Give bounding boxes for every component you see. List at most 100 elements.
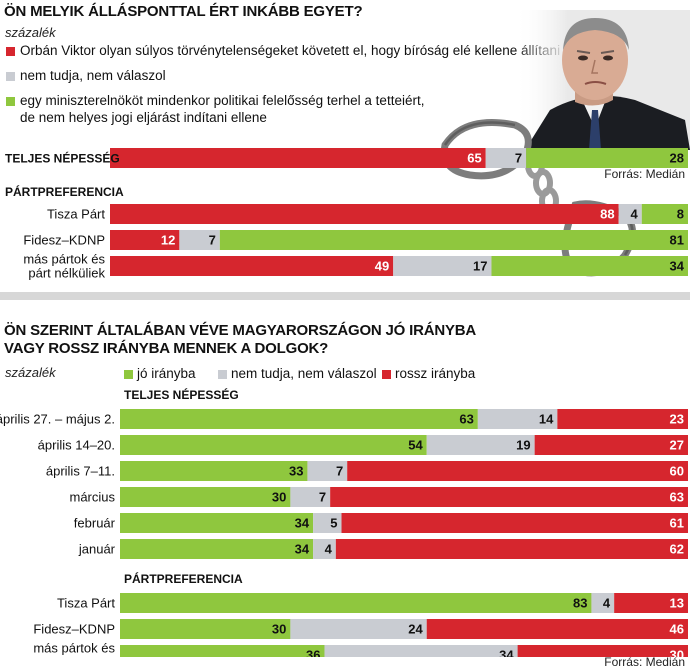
chart2-legend-red: rossz irányba	[395, 366, 476, 381]
bar-segment-red	[110, 256, 394, 276]
bar-value-label: 54	[408, 438, 423, 453]
bar-segment-grey	[313, 513, 342, 533]
bar-value-label: 88	[600, 207, 614, 222]
row-label: párt nélküliek	[38, 655, 115, 658]
bar-segment-grey	[290, 487, 331, 507]
row-label: Fidesz–KDNP	[33, 622, 115, 637]
bar-value-label: 65	[467, 151, 481, 166]
bar-value-label: 8	[677, 207, 684, 222]
row-label: február	[74, 516, 116, 531]
bar-segment-green	[120, 461, 308, 481]
bar-value-label: 33	[289, 464, 303, 479]
bar-value-label: 19	[516, 438, 530, 453]
bar-segment-green	[120, 409, 478, 429]
bar-segment-green	[641, 204, 688, 224]
bar-segment-grey	[393, 256, 492, 276]
bar-value-label: 5	[330, 516, 337, 531]
chart2-title-line2: VAGY ROSSZ IRÁNYBA MENNEK A DOLGOK?	[4, 340, 329, 357]
bar-value-label: 23	[670, 412, 684, 427]
section-header: PÁRTPREFERENCIA	[124, 571, 243, 586]
legend-swatch-green	[6, 97, 15, 106]
section-header: TELJES NÉPESSÉG	[124, 387, 239, 402]
bar-value-label: 30	[272, 622, 286, 637]
bar-value-label: 62	[670, 542, 684, 557]
row-label: április 27. – május 2.	[0, 412, 115, 427]
bar-segment-red	[335, 539, 688, 559]
bar-segment-grey	[324, 645, 518, 657]
bar-segment-green	[120, 593, 592, 613]
legend-swatch-red	[382, 370, 391, 379]
chart1-legend-grey: nem tudja, nem válaszol	[20, 68, 166, 83]
bar-segment-red	[341, 513, 688, 533]
legend-swatch-grey	[218, 370, 227, 379]
bar-value-label: 7	[209, 233, 216, 248]
chart2-source: Forrás: Medián	[604, 655, 685, 669]
bar-segment-green	[120, 487, 291, 507]
bar-segment-grey	[477, 409, 558, 429]
bar-segment-red	[426, 619, 688, 639]
bar-segment-grey	[618, 204, 642, 224]
bar-segment-grey	[179, 230, 220, 250]
chart1-plot: 65 7 28 TELJES NÉPESSÉG PÁRTPREFERENCIA 88 4 8 T…	[5, 148, 688, 281]
bar-segment-green	[120, 539, 314, 559]
bar-value-label: 14	[539, 412, 554, 427]
bar-segment-red	[330, 487, 688, 507]
bar-segment-red	[557, 409, 688, 429]
bar-value-label: 4	[325, 542, 333, 557]
chart2-plot: TELJES NÉPESSÉG 63 14 23 április 27. – május…	[0, 387, 688, 658]
bar-segment-red	[110, 148, 486, 168]
bar-value-label: 7	[336, 464, 343, 479]
bar-value-label: 28	[670, 151, 684, 166]
chart1-title: ÖN MELYIK ÁLLÁSPONTTAL ÉRT INKÁBB EGYET?	[4, 3, 363, 20]
bar-value-label: 63	[670, 490, 684, 505]
bar-value-label: 12	[161, 233, 175, 248]
chart1-source: Forrás: Medián	[604, 167, 685, 181]
bar-segment-green	[120, 619, 291, 639]
legend-swatch-red	[6, 47, 15, 56]
bar-segment-red	[110, 230, 180, 250]
bar-value-label: 24	[408, 622, 423, 637]
legend-swatch-green	[124, 370, 133, 379]
bar-value-label: 61	[670, 516, 684, 531]
bar-value-label: 34	[295, 542, 310, 557]
row-label: más pártok és	[33, 641, 115, 656]
bar-segment-grey	[290, 619, 427, 639]
bar-value-label: 7	[515, 151, 522, 166]
bar-segment-red	[347, 461, 688, 481]
chart1-unit: százalék	[5, 25, 56, 40]
bar-segment-red	[110, 204, 619, 224]
bar-value-label: 60	[670, 464, 684, 479]
bar-segment-red	[534, 435, 688, 455]
bar-value-label: 34	[499, 648, 514, 658]
bar-segment-green	[491, 256, 688, 276]
bar-segment-grey	[313, 539, 336, 559]
row-label: Tisza Párt	[47, 207, 105, 222]
row-label: Fidesz–KDNP	[23, 233, 105, 248]
bar-value-label: 83	[573, 596, 587, 611]
bar-value-label: 34	[670, 259, 685, 274]
row-label: TELJES NÉPESSÉG	[5, 151, 120, 166]
bar-value-label: 63	[459, 412, 473, 427]
bar-segment-green	[120, 513, 314, 533]
bar-segment-grey	[591, 593, 615, 613]
bar-value-label: 34	[295, 516, 310, 531]
row-label: Tisza Párt	[57, 596, 115, 611]
bar-segment-red	[517, 645, 688, 657]
row-label: január	[78, 542, 116, 557]
legend-swatch-grey	[6, 72, 15, 81]
chart2-title-line1: ÖN SZERINT ÁLTALÁBAN VÉVE MAGYARORSZÁGON…	[4, 322, 477, 339]
chart2-legend-green: jó irányba	[137, 366, 196, 381]
row-label: március	[69, 490, 115, 505]
bar-value-label: 81	[670, 233, 684, 248]
row-label: más pártok és	[23, 252, 105, 267]
section-divider	[0, 292, 690, 300]
bar-value-label: 30	[272, 490, 286, 505]
bar-value-label: 36	[306, 648, 320, 658]
chart1-legend-green-line2: de nem helyes jogi eljárást indítani ell…	[20, 110, 267, 125]
section-header: PÁRTPREFERENCIA	[5, 184, 124, 199]
bar-segment-grey	[485, 148, 527, 168]
bar-value-label: 13	[670, 596, 684, 611]
bar-value-label: 7	[319, 490, 326, 505]
row-label: április 7–11.	[46, 464, 115, 479]
